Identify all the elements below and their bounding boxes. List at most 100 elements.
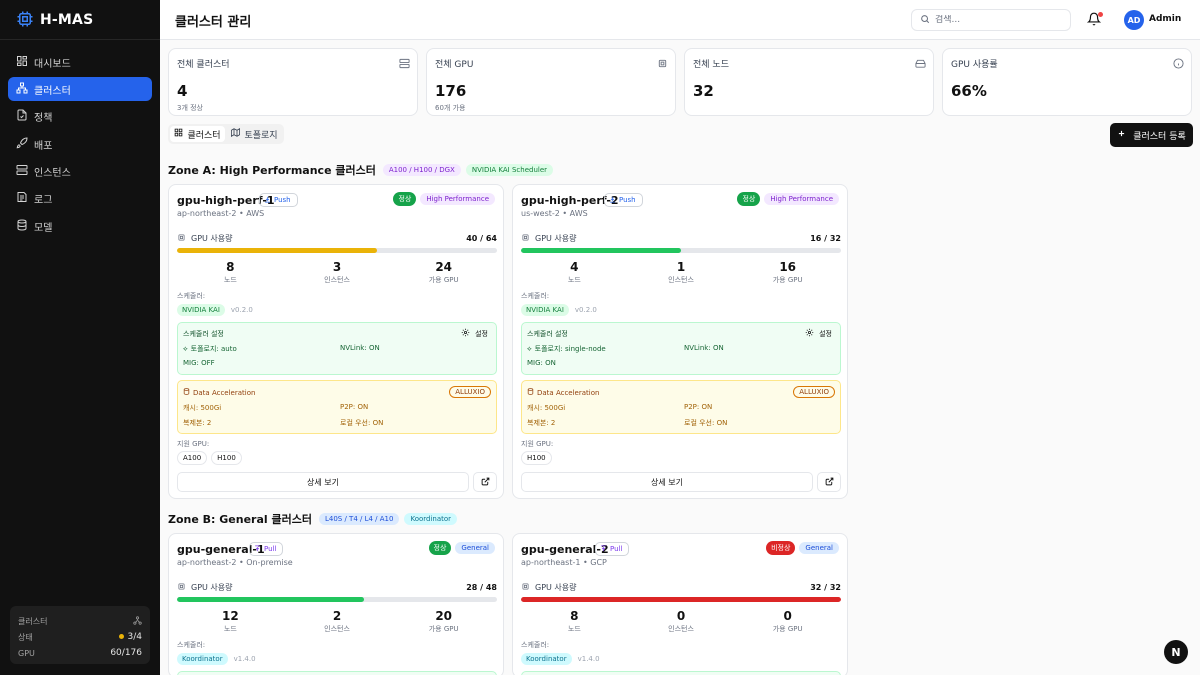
topology-icon: ⟡ — [527, 344, 532, 353]
instances-label: 인스턴스 — [668, 625, 694, 633]
open-external-button[interactable] — [473, 472, 497, 492]
stat-title: 전체 노드 — [693, 60, 729, 70]
topology-icon: ⟡ — [183, 344, 188, 353]
status-badge: 정상 — [428, 541, 452, 555]
zone-gpu-badge: A100 / H100 / DGX — [382, 164, 461, 176]
avatar[interactable]: AD — [1124, 10, 1144, 30]
gpu-usage-count: 28 / 48 — [466, 583, 497, 592]
gpu-usage-bar — [521, 248, 841, 253]
zone-scheduler-badge: NVIDIA KAI Scheduler — [465, 164, 554, 176]
nodes-label: 노드 — [567, 625, 581, 633]
scheduler-settings-button[interactable]: 설정 — [805, 328, 832, 339]
scheduler-settings-button[interactable]: 설정 — [461, 328, 488, 339]
notification-dot — [1098, 12, 1103, 17]
data-acceleration-panel: Data Acceleration ALLUXIO 캐시: 500Gi P2P:… — [177, 380, 497, 434]
app-logo[interactable]: H-MAS — [16, 10, 93, 30]
nodes-value: 8 — [570, 609, 579, 623]
cluster-location: ap-northeast-2 • On-premise — [177, 558, 293, 567]
register-cluster-button[interactable]: 클러스터 등록 — [1110, 123, 1193, 147]
gpu-usage-bar-fill — [521, 248, 681, 253]
gpu-usage-bar — [177, 597, 497, 602]
scheduler-badge: NVIDIA KAI — [521, 304, 569, 316]
cluster-card-gpu-high-perf-1: gpu-high-perf-1 Push ap-northeast-2 • AW… — [168, 184, 504, 499]
zone-title: Zone B: General 클러스터 — [168, 513, 312, 526]
stat-title: GPU 사용률 — [951, 60, 998, 70]
scheduler-settings-panel: 스케줄러 설정 설정 ⟡ 토폴로지: auto NVLink: ON MIG: O… — [177, 322, 497, 375]
scheduler-settings-panel — [521, 671, 841, 675]
supported-gpu-label: 지원 GPU: — [521, 440, 554, 448]
notification-button[interactable] — [1086, 12, 1103, 28]
sidebar-item-logs[interactable]: 로그 — [8, 187, 152, 211]
database-icon — [183, 388, 190, 397]
sidebar-item-policy[interactable]: 정책 — [8, 105, 152, 129]
tab-cluster[interactable]: 클러스터 — [170, 126, 225, 142]
stat-card-total-nodes: 전체 노드 32 — [684, 48, 934, 116]
type-badge: General — [799, 542, 839, 554]
scheduler-settings-title: 스케줄러 설정 — [183, 330, 224, 338]
stat-title: 전체 GPU — [435, 60, 474, 70]
gear-icon — [805, 328, 814, 339]
cluster-name[interactable]: gpu-general-1 — [177, 543, 265, 556]
available-gpu-value: 24 — [435, 260, 453, 274]
sidebar-item-label: 모델 — [34, 222, 53, 234]
detail-button[interactable]: 상세 보기 — [177, 472, 469, 492]
cache-value: 캐시: 500Gi — [183, 404, 222, 412]
cluster-name[interactable]: gpu-high-perf-2 — [521, 194, 619, 207]
sync-label: Push — [274, 196, 291, 204]
grid-icon — [174, 128, 183, 140]
search-icon — [920, 13, 930, 27]
sidebar-item-models[interactable]: 모델 — [8, 214, 152, 238]
status-state-value: 3/4 — [127, 632, 142, 642]
sidebar-item-label: 정책 — [34, 113, 53, 125]
data-acceleration-title: Data Acceleration — [537, 388, 600, 397]
sync-mode-badge: Push — [259, 193, 298, 207]
cluster-location: ap-northeast-1 • GCP — [521, 558, 607, 567]
instances-value: 2 — [332, 609, 342, 623]
gear-icon — [461, 328, 470, 339]
sidebar-item-label: 로그 — [34, 195, 53, 207]
instances-value: 1 — [676, 260, 686, 274]
sidebar-item-clusters[interactable]: 클러스터 — [8, 77, 152, 102]
scheduler-label: 스케줄러: — [177, 641, 206, 649]
sidebar-nav: 대시보드 클러스터 정책 배포 인스턴스 로그 모델 — [8, 50, 152, 242]
upload-icon — [254, 545, 261, 554]
view-tabs: 클러스터 토폴로지 — [168, 124, 284, 144]
download-icon — [264, 196, 271, 205]
sidebar-item-instances[interactable]: 인스턴스 — [8, 160, 152, 184]
chip-icon — [177, 233, 186, 244]
button-label: 설정 — [475, 329, 488, 338]
tab-topology[interactable]: 토폴로지 — [227, 126, 282, 142]
sidebar-item-dashboard[interactable]: 대시보드 — [8, 50, 152, 74]
topology-value: 토폴로지: single-node — [534, 345, 606, 353]
floating-action-button[interactable]: N — [1164, 640, 1188, 664]
tab-label: 토폴로지 — [244, 130, 278, 141]
open-external-button[interactable] — [817, 472, 841, 492]
mig-value: MIG: ON — [527, 359, 556, 367]
cluster-name[interactable]: gpu-high-perf-1 — [177, 194, 275, 207]
p2p-value: P2P: ON — [684, 403, 713, 411]
available-gpu-value: 0 — [783, 609, 792, 623]
sidebar-item-deploy[interactable]: 배포 — [8, 132, 152, 156]
dashboard-icon — [16, 55, 28, 70]
cluster-name[interactable]: gpu-general-2 — [521, 543, 609, 556]
upload-icon — [600, 545, 607, 554]
server-icon — [399, 58, 410, 72]
detail-button[interactable]: 상세 보기 — [521, 472, 813, 492]
search-input[interactable] — [935, 15, 1055, 25]
topology-value: 토폴로지: auto — [190, 345, 237, 353]
info-icon — [1173, 58, 1184, 72]
search-box[interactable] — [911, 9, 1071, 31]
cluster-location: us-west-2 • AWS — [521, 209, 588, 218]
scheduler-version: v0.2.0 — [230, 306, 253, 314]
instances-label: 인스턴스 — [324, 276, 350, 284]
stat-card-gpu-utilization: GPU 사용률 66% — [942, 48, 1192, 116]
gpu-usage-count: 16 / 32 — [810, 234, 841, 243]
chip-icon — [521, 233, 530, 244]
user-name[interactable]: Admin — [1149, 14, 1182, 24]
button-label: 설정 — [819, 329, 832, 338]
nodes-label: 노드 — [223, 276, 237, 284]
page-title: 클러스터 관리 — [175, 15, 252, 30]
mig-value: MIG: OFF — [183, 359, 215, 367]
instances-value: 3 — [332, 260, 342, 274]
scheduler-settings-panel — [177, 671, 497, 675]
